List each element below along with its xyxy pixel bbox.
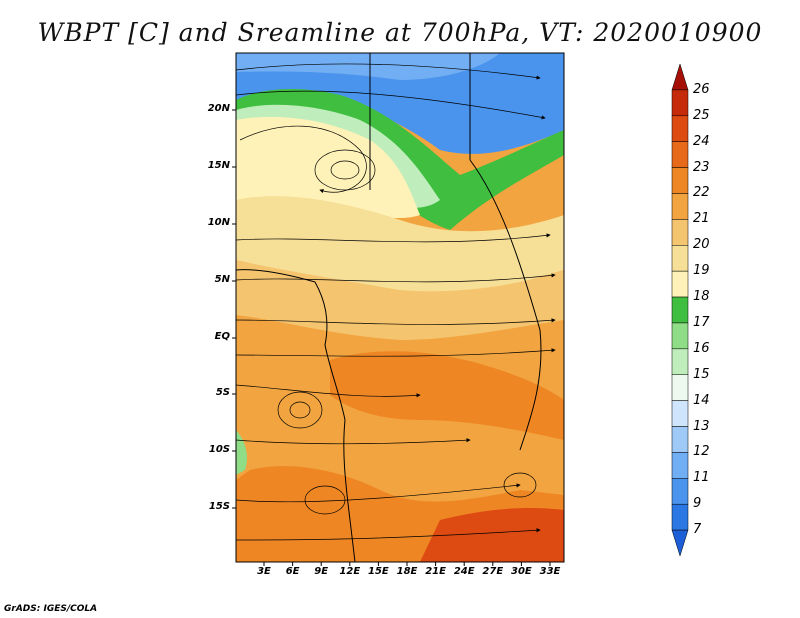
coastlines — [236, 53, 542, 562]
colorbar-swatch — [671, 503, 689, 531]
colorbar-label: 12 — [693, 444, 710, 460]
colorbar-label: 17 — [693, 314, 710, 330]
colorbar-swatch — [671, 141, 689, 168]
colorbar-label: 16 — [693, 340, 710, 356]
colorbar-label: 14 — [693, 392, 710, 408]
lat-label: 20N — [207, 103, 230, 114]
lon-label: 9E — [314, 566, 329, 577]
lon-label: 30E — [511, 566, 532, 577]
colorbar-label: 13 — [693, 418, 710, 434]
lon-label: 27E — [482, 566, 504, 577]
colorbar-swatch — [671, 426, 689, 453]
colorbar-label: 15 — [693, 366, 710, 382]
lat-label: 10N — [207, 217, 230, 228]
colorbar-swatch — [671, 167, 689, 194]
lat-label: 15N — [207, 160, 230, 171]
colorbar-swatch — [671, 374, 689, 401]
colorbar-swatch — [671, 452, 689, 479]
colorbar-label: 23 — [693, 159, 710, 175]
colorbar-label: 22 — [693, 185, 710, 201]
lat-label: 10S — [208, 444, 230, 455]
colorbar-label: 24 — [693, 133, 710, 149]
lon-label: 24E — [453, 566, 475, 577]
colorbar-swatch — [671, 63, 689, 91]
colorbar-swatch — [671, 270, 689, 298]
lon-label: 33E — [539, 566, 561, 577]
colorbar-swatch — [671, 478, 689, 505]
colorbar-label: 20 — [693, 237, 710, 253]
lon-label: 21E — [425, 566, 446, 577]
wbpt-field — [236, 53, 564, 562]
credit-text: GrADS: IGES/COLA — [4, 604, 98, 614]
colorbar-label: 26 — [693, 81, 710, 97]
lat-label: EQ — [214, 331, 230, 342]
lon-label: 6E — [285, 566, 300, 577]
lat-label: 15S — [208, 501, 230, 512]
colorbar-swatch — [671, 400, 689, 427]
lon-label: 18E — [396, 566, 418, 577]
colorbar-label: 7 — [693, 522, 702, 538]
colorbar-swatch — [671, 322, 689, 350]
colorbar-label: 11 — [693, 470, 710, 486]
colorbar-label: 25 — [693, 107, 710, 123]
colorbar-swatch — [671, 115, 689, 142]
colorbar-label: 18 — [693, 289, 710, 305]
colorbar-swatch — [671, 245, 689, 272]
colorbar-swatch — [671, 89, 689, 117]
lon-label: 3E — [257, 566, 271, 577]
colorbar — [671, 63, 689, 557]
colorbar-label: 9 — [693, 496, 702, 512]
colorbar-label: 19 — [693, 263, 710, 279]
map-title: WBPT [C] and Sreamline at 700hPa, VT: 20… — [37, 18, 763, 47]
colorbar-swatch — [671, 219, 689, 246]
lon-label: 12E — [339, 566, 361, 577]
colorbar-swatch — [671, 193, 689, 220]
lat-label: 5N — [214, 274, 230, 285]
colorbar-swatch — [671, 296, 689, 324]
colorbar-swatch — [671, 348, 689, 375]
lat-label: 5S — [215, 387, 230, 398]
lon-label: 15E — [368, 566, 389, 577]
colorbar-label: 21 — [693, 211, 710, 227]
colorbar-swatch — [671, 529, 689, 557]
